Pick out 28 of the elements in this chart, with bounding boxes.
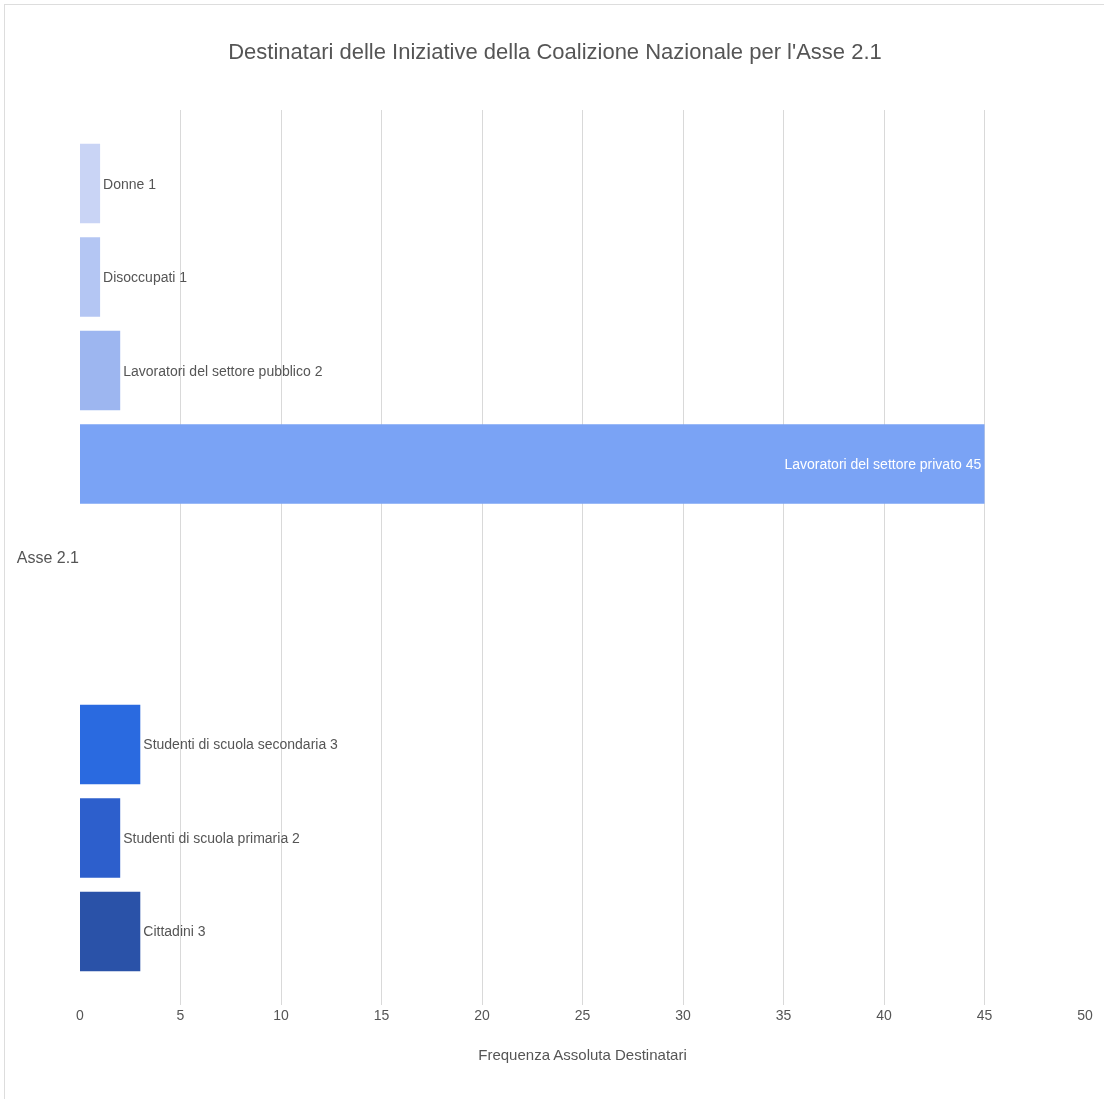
x-tick-label: 0: [76, 1007, 85, 1023]
bar: [80, 143, 101, 224]
bar: [80, 891, 141, 972]
x-tick-label: 10: [273, 1007, 289, 1023]
bar: [80, 704, 141, 785]
data-label: Studenti di scuola secondaria 3: [143, 736, 339, 753]
x-tick-label: 40: [876, 1007, 892, 1023]
data-label: Cittadini 3: [143, 923, 206, 940]
x-tick-label: 15: [373, 1007, 390, 1023]
bar: [80, 798, 121, 878]
x-tick-label: 45: [976, 1007, 993, 1023]
data-label: Lavoratori del settore privato 45: [784, 456, 982, 473]
x-tick-label: 20: [474, 1007, 490, 1023]
data-label: Donne 1: [103, 175, 157, 192]
data-label: Disoccupati 1: [103, 269, 188, 286]
bar: [80, 424, 985, 504]
x-tick-label: 25: [574, 1007, 591, 1023]
y-tick-label: Asse 2.1: [16, 549, 80, 567]
x-tick-label: 30: [675, 1007, 691, 1023]
x-tick-label: 50: [1077, 1007, 1093, 1023]
chart-title: Destinatari delle Iniziative della Coalizione Nazionale per l'Asse 2.1: [228, 38, 882, 64]
bar: [80, 330, 121, 411]
x-tick-label: 35: [775, 1007, 792, 1023]
data-label: Studenti di scuola primaria 2: [123, 829, 301, 846]
x-axis-title: Frequenza Assoluta Destinatari: [478, 1046, 687, 1063]
bar: [80, 237, 101, 317]
data-label: Lavoratori del settore pubblico 2: [123, 362, 323, 379]
x-tick-label: 5: [176, 1007, 185, 1023]
